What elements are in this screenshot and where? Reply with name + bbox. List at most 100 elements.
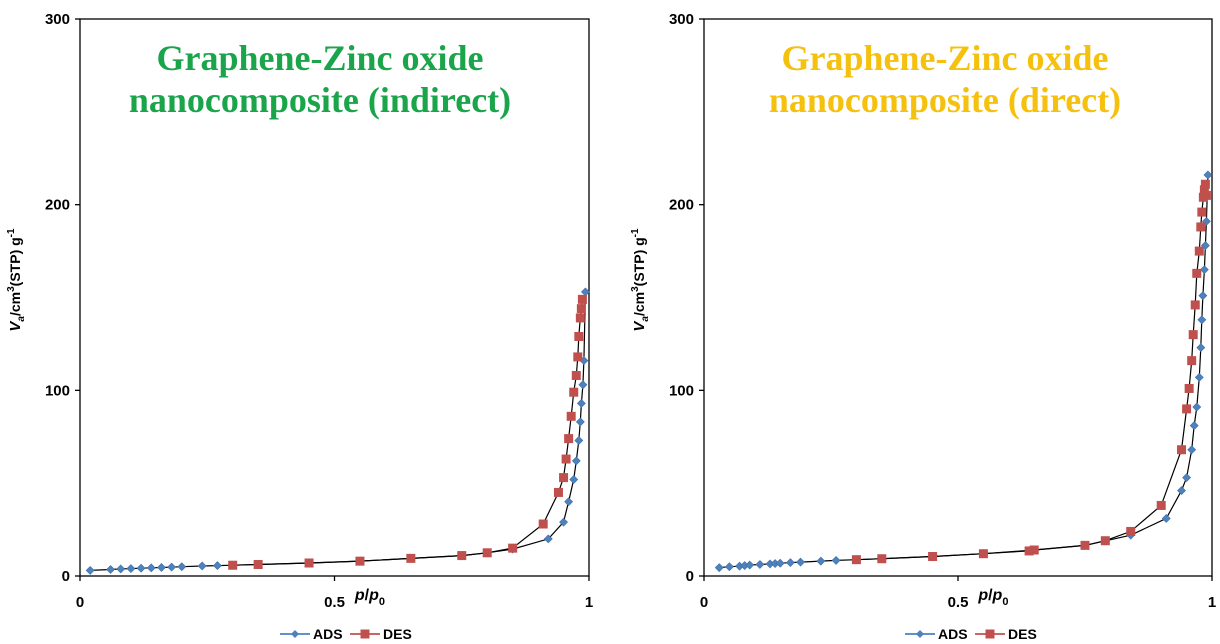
plot-area (703, 18, 1213, 577)
data-point-ads (785, 558, 795, 568)
x-tick-label: 0.5 (948, 594, 969, 611)
data-point-ads (126, 564, 136, 573)
data-point-ads (576, 398, 586, 408)
data-point-ads (213, 561, 222, 571)
data-point-des (577, 294, 587, 304)
data-point-ads (177, 562, 187, 572)
data-point-des (1201, 190, 1211, 200)
data-point-ads (157, 563, 166, 572)
data-point-ads (167, 562, 177, 572)
data-point-des (566, 411, 576, 421)
chart-title-line: nanocomposite (indirect) (129, 80, 511, 120)
legend-label: ADS (938, 626, 968, 642)
data-point-ads (197, 561, 207, 571)
data-point-ads (1177, 486, 1186, 496)
data-point-des (564, 434, 574, 444)
x-tick-label: 0 (700, 594, 708, 611)
data-point-des (1197, 207, 1207, 217)
data-point-des (1199, 185, 1209, 195)
x-tick-label: 1 (1208, 594, 1216, 611)
y-tick-label: 300 (45, 11, 70, 28)
data-point-ads (1197, 315, 1207, 325)
legend-marker-diamond (916, 630, 924, 638)
data-point-des (569, 387, 579, 397)
data-point-ads (574, 436, 584, 445)
data-point-des (1187, 356, 1197, 366)
chart-panel-2: 0 100 200 300 0 0.5 1 Graphene-Zinc oxidenanoco… (630, 11, 1216, 642)
y-axis-label: Va/cm3(STP) g-1 (630, 228, 651, 332)
y-tick-label: 200 (669, 197, 694, 214)
data-point-des (1200, 179, 1210, 189)
data-point-ads (1189, 421, 1199, 431)
legend: ADS DES (905, 626, 1037, 642)
legend-marker-square (360, 629, 370, 639)
data-point-ads (1192, 402, 1202, 412)
x-tick-label: 0.5 (324, 594, 345, 611)
data-point-des (1080, 540, 1090, 550)
x-tick-label: 0 (76, 594, 84, 611)
data-point-des (928, 552, 938, 562)
data-point-ads (1187, 445, 1197, 455)
data-point-ads (1161, 514, 1171, 523)
legend-label: ADS (313, 626, 343, 642)
data-point-des (253, 559, 263, 569)
data-point-des (571, 370, 581, 380)
chart-title-line: nanocomposite (direct) (769, 80, 1121, 120)
data-point-ads (578, 380, 588, 390)
data-point-des (553, 487, 563, 497)
data-point-des (538, 519, 548, 529)
data-point-des (978, 549, 988, 559)
x-axis-label: p/p0 (977, 587, 1008, 608)
data-point-des (576, 304, 586, 314)
data-point-des (1029, 545, 1039, 555)
data-point-des (561, 454, 571, 464)
data-point-des (482, 548, 492, 558)
y-tick-label: 100 (669, 382, 694, 399)
data-point-des (1024, 546, 1034, 556)
data-point-des (406, 553, 416, 563)
y-tick-label: 100 (45, 382, 70, 399)
data-point-des (574, 331, 584, 341)
data-point-ads (106, 565, 115, 574)
y-tick-label: 300 (669, 11, 694, 28)
x-axis-label: p/p0 (354, 587, 385, 608)
chart-panel-1: 0 100 200 300 0 0.5 1 Graphene-Zinc oxidenanoco… (6, 11, 593, 642)
plot-area (79, 18, 590, 577)
legend: ADS DES (280, 626, 412, 642)
data-point-ads (724, 562, 734, 572)
y-tick-label: 200 (45, 197, 70, 214)
data-point-ads (1203, 170, 1213, 180)
chart-title-line: Graphene-Zinc oxide (781, 38, 1108, 78)
data-point-des (1100, 536, 1110, 546)
data-point-ads (796, 557, 805, 567)
data-point-des (1192, 268, 1202, 278)
data-point-des (457, 551, 467, 561)
x-tick-label: 1 (585, 594, 593, 611)
data-point-ads (136, 563, 146, 573)
chart-title-line: Graphene-Zinc oxide (156, 38, 483, 78)
legend-marker-diamond (291, 630, 299, 638)
legend-label: DES (1008, 626, 1037, 642)
data-point-des (1182, 404, 1192, 414)
data-point-des (355, 556, 365, 566)
data-point-des (304, 558, 314, 568)
data-point-ads (1199, 265, 1209, 275)
data-point-des (228, 560, 238, 570)
data-point-des (851, 555, 861, 565)
data-point-ads (559, 517, 568, 527)
data-point-ads (1194, 372, 1204, 382)
legend-marker-square (985, 629, 995, 639)
data-point-des (573, 352, 583, 362)
data-point-ads (571, 456, 581, 466)
data-point-des (1126, 526, 1136, 536)
data-point-ads (755, 560, 765, 569)
data-point-des (1190, 300, 1200, 310)
data-point-des (559, 473, 569, 483)
data-point-des (1194, 246, 1204, 256)
data-point-ads (575, 417, 585, 427)
y-tick-label: 0 (62, 568, 70, 585)
data-point-ads (146, 563, 156, 573)
data-point-des (1196, 222, 1206, 232)
data-point-des (575, 313, 585, 323)
data-point-ads (745, 560, 755, 570)
